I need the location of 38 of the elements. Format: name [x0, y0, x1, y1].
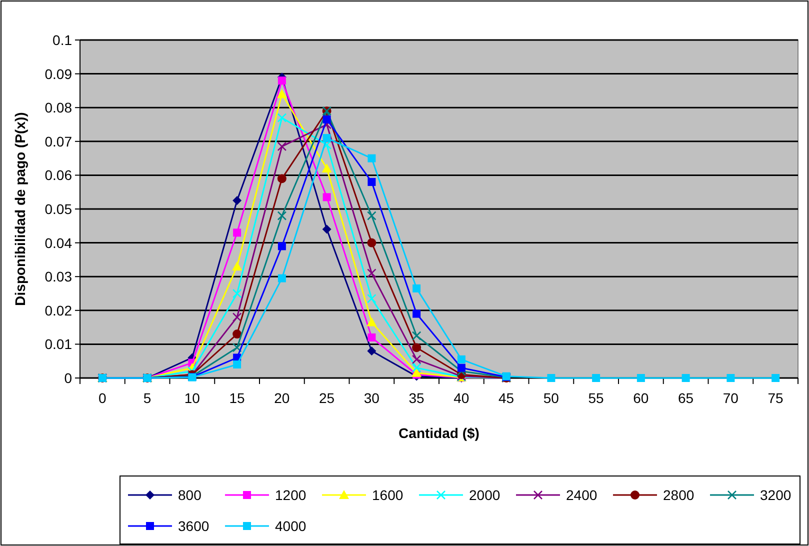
x-tick-label: 20: [274, 390, 290, 406]
x-tick-label: 60: [633, 390, 649, 406]
y-tick-label: 0.02: [44, 302, 72, 318]
x-tick-label: 50: [543, 390, 560, 406]
x-tick-label: 25: [319, 390, 335, 406]
x-tick-label: 45: [498, 390, 514, 406]
x-tick-label: 65: [678, 390, 694, 406]
x-tick-label: 10: [184, 390, 200, 406]
legend-label: 3600: [178, 518, 210, 534]
legend-label: 2000: [469, 487, 500, 503]
y-tick-label: 0.1: [52, 32, 72, 48]
x-tick-label: 35: [408, 390, 425, 406]
y-tick-label: 0.09: [44, 66, 72, 82]
x-tick-label: 30: [364, 390, 380, 406]
legend-label: 2800: [663, 487, 694, 503]
y-tick-label: 0.01: [44, 336, 72, 352]
x-tick-label: 0: [98, 390, 107, 406]
x-tick-label: 5: [143, 390, 152, 406]
legend-label: 1200: [275, 487, 306, 503]
x-axis-title: Cantidad ($): [398, 425, 480, 441]
y-tick-label: 0.07: [44, 133, 72, 150]
y-tick-label: 0.04: [44, 234, 72, 251]
x-tick-label: 75: [768, 390, 784, 406]
legend-label: 800: [178, 487, 202, 503]
x-tick-label: 40: [454, 390, 470, 406]
y-tick-label: 0.06: [44, 167, 72, 184]
legend-label: 3200: [760, 487, 792, 503]
x-tick-label: 55: [588, 390, 604, 406]
y-tick-label: 0: [64, 370, 72, 386]
legend-label: 2400: [566, 487, 598, 503]
legend-label: 1600: [372, 487, 404, 503]
x-tick-label: 70: [722, 390, 739, 406]
y-tick-label: 0.08: [44, 100, 72, 116]
legend-label: 4000: [275, 518, 306, 534]
y-tick-label: 0.03: [44, 268, 72, 285]
y-axis-title: Disponibilidad de pago (P(x)): [12, 112, 28, 306]
x-tick-label: 15: [229, 390, 246, 406]
y-tick-label: 0.05: [44, 201, 72, 217]
